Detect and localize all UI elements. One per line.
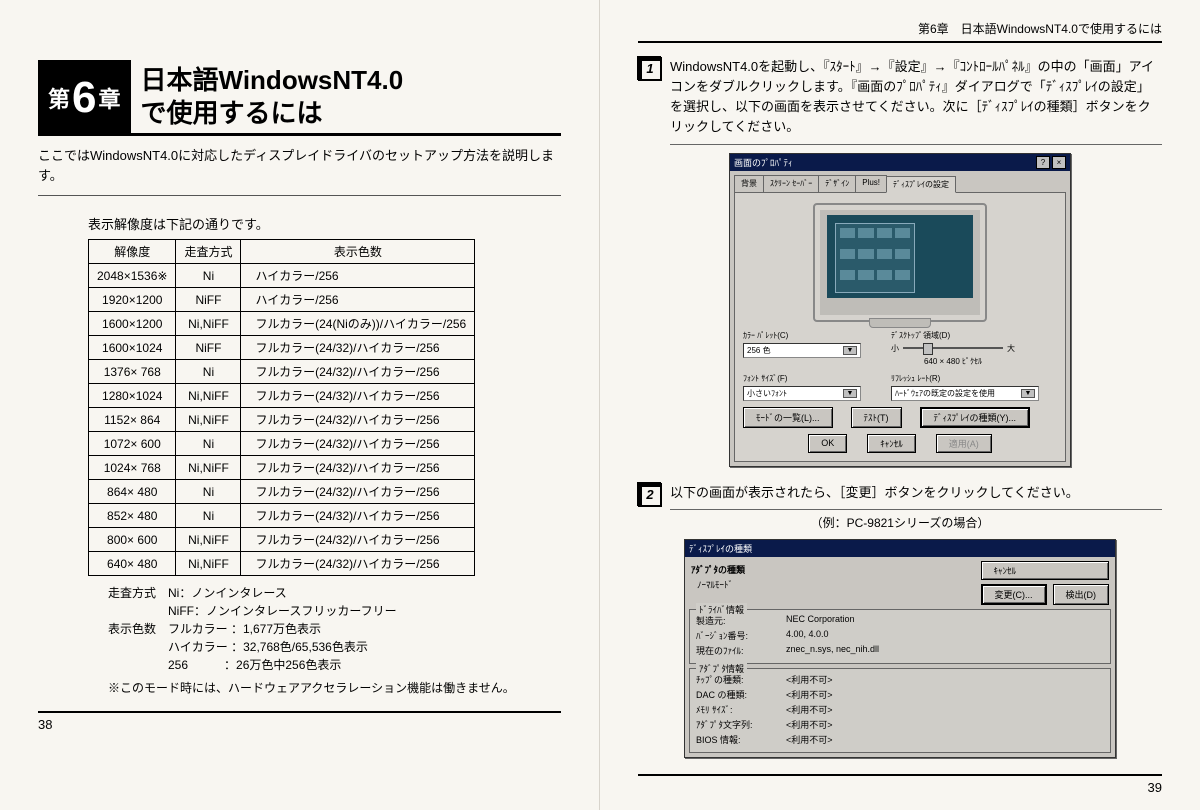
chapter-title: 日本語WindowsNT4.0 で使用するには bbox=[131, 60, 561, 136]
adapter-mode: ﾉｰﾏﾙﾓｰﾄﾞ bbox=[697, 578, 981, 591]
chapter-heading: 第 6 章 日本語WindowsNT4.0 で使用するには bbox=[38, 60, 561, 136]
chapter-number: 6 bbox=[72, 76, 96, 120]
detect-button[interactable]: 検出(D) bbox=[1053, 584, 1110, 605]
bios-value: <利用不可> bbox=[786, 733, 1104, 746]
driver-info-label: ﾄﾞﾗｲﾊﾞ情報 bbox=[696, 603, 747, 616]
desktop-area-label: ﾃﾞｽｸﾄｯﾌﾟ領域(D) bbox=[891, 330, 1015, 341]
help-icon[interactable]: ? bbox=[1036, 156, 1050, 169]
tab-body: ｶﾗｰ ﾊﾟﾚｯﾄ(C) 256 色▼ ﾃﾞｽｸﾄｯﾌﾟ領域(D) 小 大 64… bbox=[734, 192, 1066, 462]
chapter-badge: 第 6 章 bbox=[38, 60, 131, 136]
table-caption: 表示解像度は下記の通りです。 bbox=[88, 214, 561, 233]
page-number-left: 38 bbox=[38, 717, 561, 732]
bios-key: BIOS 情報: bbox=[696, 733, 786, 746]
step-2: 2 以下の画面が表示されたら、［変更］ボタンをクリックしてください。 bbox=[638, 483, 1162, 510]
change-button[interactable]: 変更(C)... bbox=[981, 584, 1047, 605]
display-type-button[interactable]: ﾃﾞｨｽﾌﾟﾚｲの種類(Y)... bbox=[920, 407, 1031, 428]
col-resolution: 解像度 bbox=[89, 240, 176, 264]
mem-value: <利用不可> bbox=[786, 703, 1104, 716]
table-row: 1280×1024Ni,NiFFフルカラー(24/32)/ハイカラー/256 bbox=[89, 384, 475, 408]
color-palette-dropdown[interactable]: 256 色▼ bbox=[743, 343, 861, 358]
adapter-type-header: ｱﾀﾞﾌﾟﾀの種類 bbox=[691, 563, 981, 576]
dialog2-titlebar: ﾃﾞｨｽﾌﾟﾚｲの種類 bbox=[685, 540, 1115, 557]
col-scan: 走査方式 bbox=[176, 240, 241, 264]
running-head: 第6章 日本語WindowsNT4.0で使用するには bbox=[638, 20, 1162, 43]
apply-button[interactable]: 適用(A) bbox=[936, 434, 992, 453]
chapter-prefix: 第 bbox=[48, 82, 70, 114]
table-row: 800× 600Ni,NiFFフルカラー(24/32)/ハイカラー/256 bbox=[89, 528, 475, 552]
refresh-rate-dropdown[interactable]: ﾊｰﾄﾞｳｪｱの既定の設定を使用▼ bbox=[891, 386, 1039, 401]
area-value: 640 × 480 ﾋﾟｸｾﾙ bbox=[891, 356, 1015, 367]
dialog2-title: ﾃﾞｨｽﾌﾟﾚｲの種類 bbox=[689, 542, 752, 555]
col-colors: 表示色数 bbox=[241, 240, 475, 264]
table-row: 1920×1200NiFFハイカラー/256 bbox=[89, 288, 475, 312]
str-value: <利用不可> bbox=[786, 718, 1104, 731]
cancel-button[interactable]: ｷｬﾝｾﾙ bbox=[867, 434, 916, 453]
tab-screensaver[interactable]: ｽｸﾘｰﾝ ｾｰﾊﾞｰ bbox=[763, 175, 819, 192]
adapter-info-label: ｱﾀﾞﾌﾟﾀ情報 bbox=[696, 662, 747, 675]
tab-design[interactable]: ﾃﾞｻﾞｲﾝ bbox=[818, 175, 856, 192]
step-2-text: 以下の画面が表示されたら、［変更］ボタンをクリックしてください。 bbox=[670, 483, 1162, 510]
tab-plus[interactable]: Plus! bbox=[855, 175, 887, 192]
dialog-title: 画面のﾌﾟﾛﾊﾟﾃｨ bbox=[734, 156, 793, 169]
dac-key: DAC の種類: bbox=[696, 688, 786, 701]
close-icon[interactable]: × bbox=[1052, 156, 1066, 169]
dac-value: <利用不可> bbox=[786, 688, 1104, 701]
table-row: 1600×1024NiFFフルカラー(24/32)/ハイカラー/256 bbox=[89, 336, 475, 360]
refresh-rate-label: ﾘﾌﾚｯｼｭ ﾚｰﾄ(R) bbox=[891, 373, 1039, 384]
ok-button[interactable]: OK bbox=[808, 434, 847, 453]
legend: 走査方式 Ni：ノンインタレース NiFF：ノンインタレースフリッカーフリー 表… bbox=[108, 584, 561, 674]
dialog2-cancel-button[interactable]: ｷｬﾝｾﾙ bbox=[981, 561, 1110, 580]
step-number-1: 1 bbox=[638, 57, 662, 81]
mode-list-button[interactable]: ﾓｰﾄﾞの一覧(L)... bbox=[743, 407, 833, 428]
test-button[interactable]: ﾃｽﾄ(T) bbox=[851, 407, 902, 428]
step-number-2: 2 bbox=[638, 483, 662, 507]
tab-display-settings[interactable]: ﾃﾞｨｽﾌﾟﾚｲの設定 bbox=[886, 176, 956, 193]
step-1-text: WindowsNT4.0を起動し、『ｽﾀｰﾄ』→『設定』→『ｺﾝﾄﾛｰﾙﾊﾟﾈﾙ… bbox=[670, 57, 1162, 145]
table-row: 852× 480Niフルカラー(24/32)/ハイカラー/256 bbox=[89, 504, 475, 528]
file-key: 現在のﾌｧｲﾙ: bbox=[696, 644, 786, 657]
step-2-sub: （例：PC-9821シリーズの場合） bbox=[638, 514, 1162, 531]
ver-key: ﾊﾞｰｼﾞｮﾝ番号: bbox=[696, 629, 786, 642]
table-row: 1376× 768Niフルカラー(24/32)/ハイカラー/256 bbox=[89, 360, 475, 384]
file-value: znec_n.sys, nec_nih.dll bbox=[786, 644, 1104, 657]
table-row: 864× 480Niフルカラー(24/32)/ハイカラー/256 bbox=[89, 480, 475, 504]
driver-info-group: ﾄﾞﾗｲﾊﾞ情報 製造元:NEC Corporation ﾊﾞｰｼﾞｮﾝ番号:4… bbox=[689, 609, 1111, 664]
footer-rule-right bbox=[638, 774, 1162, 776]
adapter-info-group: ｱﾀﾞﾌﾟﾀ情報 ﾁｯﾌﾟの種類:<利用不可> DAC の種類:<利用不可> ﾒ… bbox=[689, 668, 1111, 753]
table-row: 1072× 600Niフルカラー(24/32)/ハイカラー/256 bbox=[89, 432, 475, 456]
ver-value: 4.00, 4.0.0 bbox=[786, 629, 1104, 642]
font-size-label: ﾌｫﾝﾄ ｻｲｽﾞ(F) bbox=[743, 373, 861, 384]
resolution-table: 解像度 走査方式 表示色数 2048×1536※Niハイカラー/2561920×… bbox=[88, 239, 475, 576]
dialog-tabs: 背景 ｽｸﾘｰﾝ ｾｰﾊﾞｰ ﾃﾞｻﾞｲﾝ Plus! ﾃﾞｨｽﾌﾟﾚｲの設定 bbox=[730, 171, 1070, 192]
table-row: 640× 480Ni,NiFFフルカラー(24/32)/ハイカラー/256 bbox=[89, 552, 475, 576]
color-palette-label: ｶﾗｰ ﾊﾟﾚｯﾄ(C) bbox=[743, 330, 861, 341]
table-row: 1600×1200Ni,NiFFフルカラー(24(Niのみ))/ハイカラー/25… bbox=[89, 312, 475, 336]
chapter-suffix: 章 bbox=[99, 82, 121, 114]
display-type-dialog: ﾃﾞｨｽﾌﾟﾚｲの種類 ｱﾀﾞﾌﾟﾀの種類 ﾉｰﾏﾙﾓｰﾄﾞ ｷｬﾝｾﾙ 変更(… bbox=[684, 539, 1116, 758]
page-39: 第6章 日本語WindowsNT4.0で使用するには 1 WindowsNT4.… bbox=[600, 0, 1200, 810]
intro-text: ここではWindowsNT4.0に対応したディスプレイドライバのセットアップ方法… bbox=[38, 146, 561, 196]
table-row: 1152× 864Ni,NiFFフルカラー(24/32)/ハイカラー/256 bbox=[89, 408, 475, 432]
page-38: 第 6 章 日本語WindowsNT4.0 で使用するには ここではWindow… bbox=[0, 0, 600, 810]
tab-background[interactable]: 背景 bbox=[734, 175, 764, 192]
dialog-titlebar: 画面のﾌﾟﾛﾊﾟﾃｨ ? × bbox=[730, 154, 1070, 171]
str-key: ｱﾀﾞﾌﾟﾀ文字列: bbox=[696, 718, 786, 731]
font-size-dropdown[interactable]: 小さいﾌｫﾝﾄ▼ bbox=[743, 386, 861, 401]
monitor-preview bbox=[813, 203, 987, 322]
footnote: ※このモード時には、ハードウェアアクセラレーション機能は働きません。 bbox=[108, 680, 561, 697]
footer-rule bbox=[38, 711, 561, 713]
page-number-right: 39 bbox=[638, 780, 1162, 795]
table-row: 1024× 768Ni,NiFFフルカラー(24/32)/ハイカラー/256 bbox=[89, 456, 475, 480]
step-1: 1 WindowsNT4.0を起動し、『ｽﾀｰﾄ』→『設定』→『ｺﾝﾄﾛｰﾙﾊﾟ… bbox=[638, 57, 1162, 145]
mfr-value: NEC Corporation bbox=[786, 614, 1104, 627]
display-properties-dialog: 画面のﾌﾟﾛﾊﾟﾃｨ ? × 背景 ｽｸﾘｰﾝ ｾｰﾊﾞｰ ﾃﾞｻﾞｲﾝ Plu… bbox=[729, 153, 1071, 467]
desktop-area-slider[interactable]: 小 大 bbox=[891, 343, 1015, 354]
table-row: 2048×1536※Niハイカラー/256 bbox=[89, 264, 475, 288]
chip-value: <利用不可> bbox=[786, 673, 1104, 686]
mem-key: ﾒﾓﾘ ｻｲｽﾞ: bbox=[696, 703, 786, 716]
